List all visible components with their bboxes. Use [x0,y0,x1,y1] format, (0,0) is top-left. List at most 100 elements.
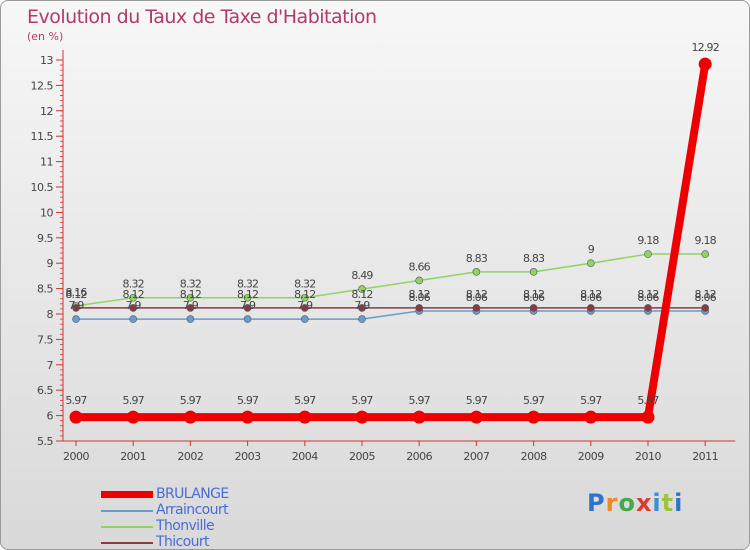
y-tick-label: 8 [47,308,54,321]
data-point [186,315,195,323]
data-label: 8.12 [695,288,716,301]
data-label: 7.9 [126,299,142,312]
data-label: 7.9 [297,299,313,312]
data-point [72,304,80,312]
y-tick-label: 6 [47,410,54,423]
data-label: 7.9 [354,299,370,312]
y-tick-label: 12 [40,105,53,118]
data-label: 5.97 [523,394,545,407]
data-label: 5.97 [65,394,87,407]
data-point [701,250,710,258]
series-line-thonville [75,253,706,307]
data-label: 5.97 [637,394,659,407]
data-point [527,410,541,424]
x-tick-label: 2011 [692,450,718,463]
data-point [412,410,426,424]
chart-title: Evolution du Taux de Taxe d'Habitation [27,6,377,28]
y-tick-label: 6.5 [37,384,53,397]
legend-item: Thicourt [101,534,301,550]
data-label: 8.12 [580,288,601,301]
data-point [644,304,652,312]
data-label: 8.12 [466,288,487,301]
data-label: 8.12 [294,288,315,301]
data-label: 8.06 [580,291,602,304]
data-point [472,304,481,312]
data-point [186,293,195,302]
series-line-brulange [76,63,710,422]
data-point [644,250,652,258]
data-label: 8.06 [523,291,545,304]
data-label: 9 [588,243,595,256]
data-point [183,410,197,424]
data-label: 7.9 [68,299,84,312]
series-layer [69,57,712,424]
data-point [472,268,481,276]
data-label: 8.06 [637,291,659,304]
data-label: 5.97 [580,394,602,407]
y-tick-label: 9.5 [37,232,53,245]
data-label: 5.97 [180,394,202,407]
data-label: 8.32 [180,278,201,291]
y-tick-label: 7.5 [37,333,53,346]
data-label: 5.97 [409,394,431,407]
x-tick-label: 2004 [292,450,318,463]
data-label: 12.92 [691,41,719,54]
data-label: 8.12 [351,288,372,301]
data-point [126,410,140,424]
data-labels-layer: 8.16 8.32 8.32 8.32 8.32 8.49 8.66 8.83 8.83 9 9.1… [65,41,719,407]
data-label: 8.32 [294,278,315,291]
data-point [358,304,366,312]
data-point [129,293,137,302]
data-point [358,285,366,293]
data-point [415,276,424,285]
data-label: 8.12 [409,288,430,301]
x-tick-label: 2006 [406,450,432,463]
y-tick-label: 7 [47,359,54,372]
data-label: 8.49 [351,269,373,282]
y-tick-label: 11.5 [31,130,54,143]
data-point [586,259,595,268]
y-tick-label: 12.5 [31,79,54,92]
data-label: 5.97 [466,394,488,407]
y-tick-label: 10.5 [31,181,54,194]
data-point [355,410,369,424]
data-point [698,57,712,71]
proxiti-logo: Proxiti [587,489,684,517]
y-tick-label: 13 [40,54,53,67]
y-tick-label: 10 [40,206,53,219]
data-label: 7.9 [240,299,256,312]
data-label: 8.32 [237,278,258,291]
data-label: 9.18 [637,234,659,247]
x-tick-label: 2007 [463,450,489,463]
data-label: 8.12 [180,288,201,301]
data-label: 5.97 [237,394,259,407]
data-label: 8.12 [65,288,86,301]
data-point [529,304,538,312]
legend-item: Arraincourt [101,502,301,519]
data-point [300,315,309,323]
y-axis-unit-label: (en %) [27,30,64,43]
x-tick-label: 2002 [177,450,203,463]
legend-label: Thicourt [156,534,210,550]
data-point [300,293,309,302]
data-point [243,315,252,323]
data-label: 8.12 [123,288,144,301]
data-label: 8.06 [409,291,431,304]
data-label: 8.06 [466,291,488,304]
data-point [358,315,366,323]
data-point [298,410,312,424]
legend-swatch [101,491,153,498]
x-tick-label: 2010 [635,450,661,463]
data-label: 8.12 [237,288,258,301]
data-label: 5.97 [123,394,145,407]
data-point [72,315,80,323]
data-label: 7.9 [183,299,199,312]
data-point [243,304,252,312]
y-tick-label: 5.5 [37,435,53,448]
y-tick-label: 11 [40,156,53,169]
x-tick-label: 2009 [578,450,604,463]
axes: 5.5 6 6.5 7 7.5 8 8.5 9 9.5 10 10.5 11 11.5 12 12.5 13 2… [31,50,736,463]
x-tick-label: 2008 [521,450,547,463]
data-label: 5.97 [351,394,373,407]
